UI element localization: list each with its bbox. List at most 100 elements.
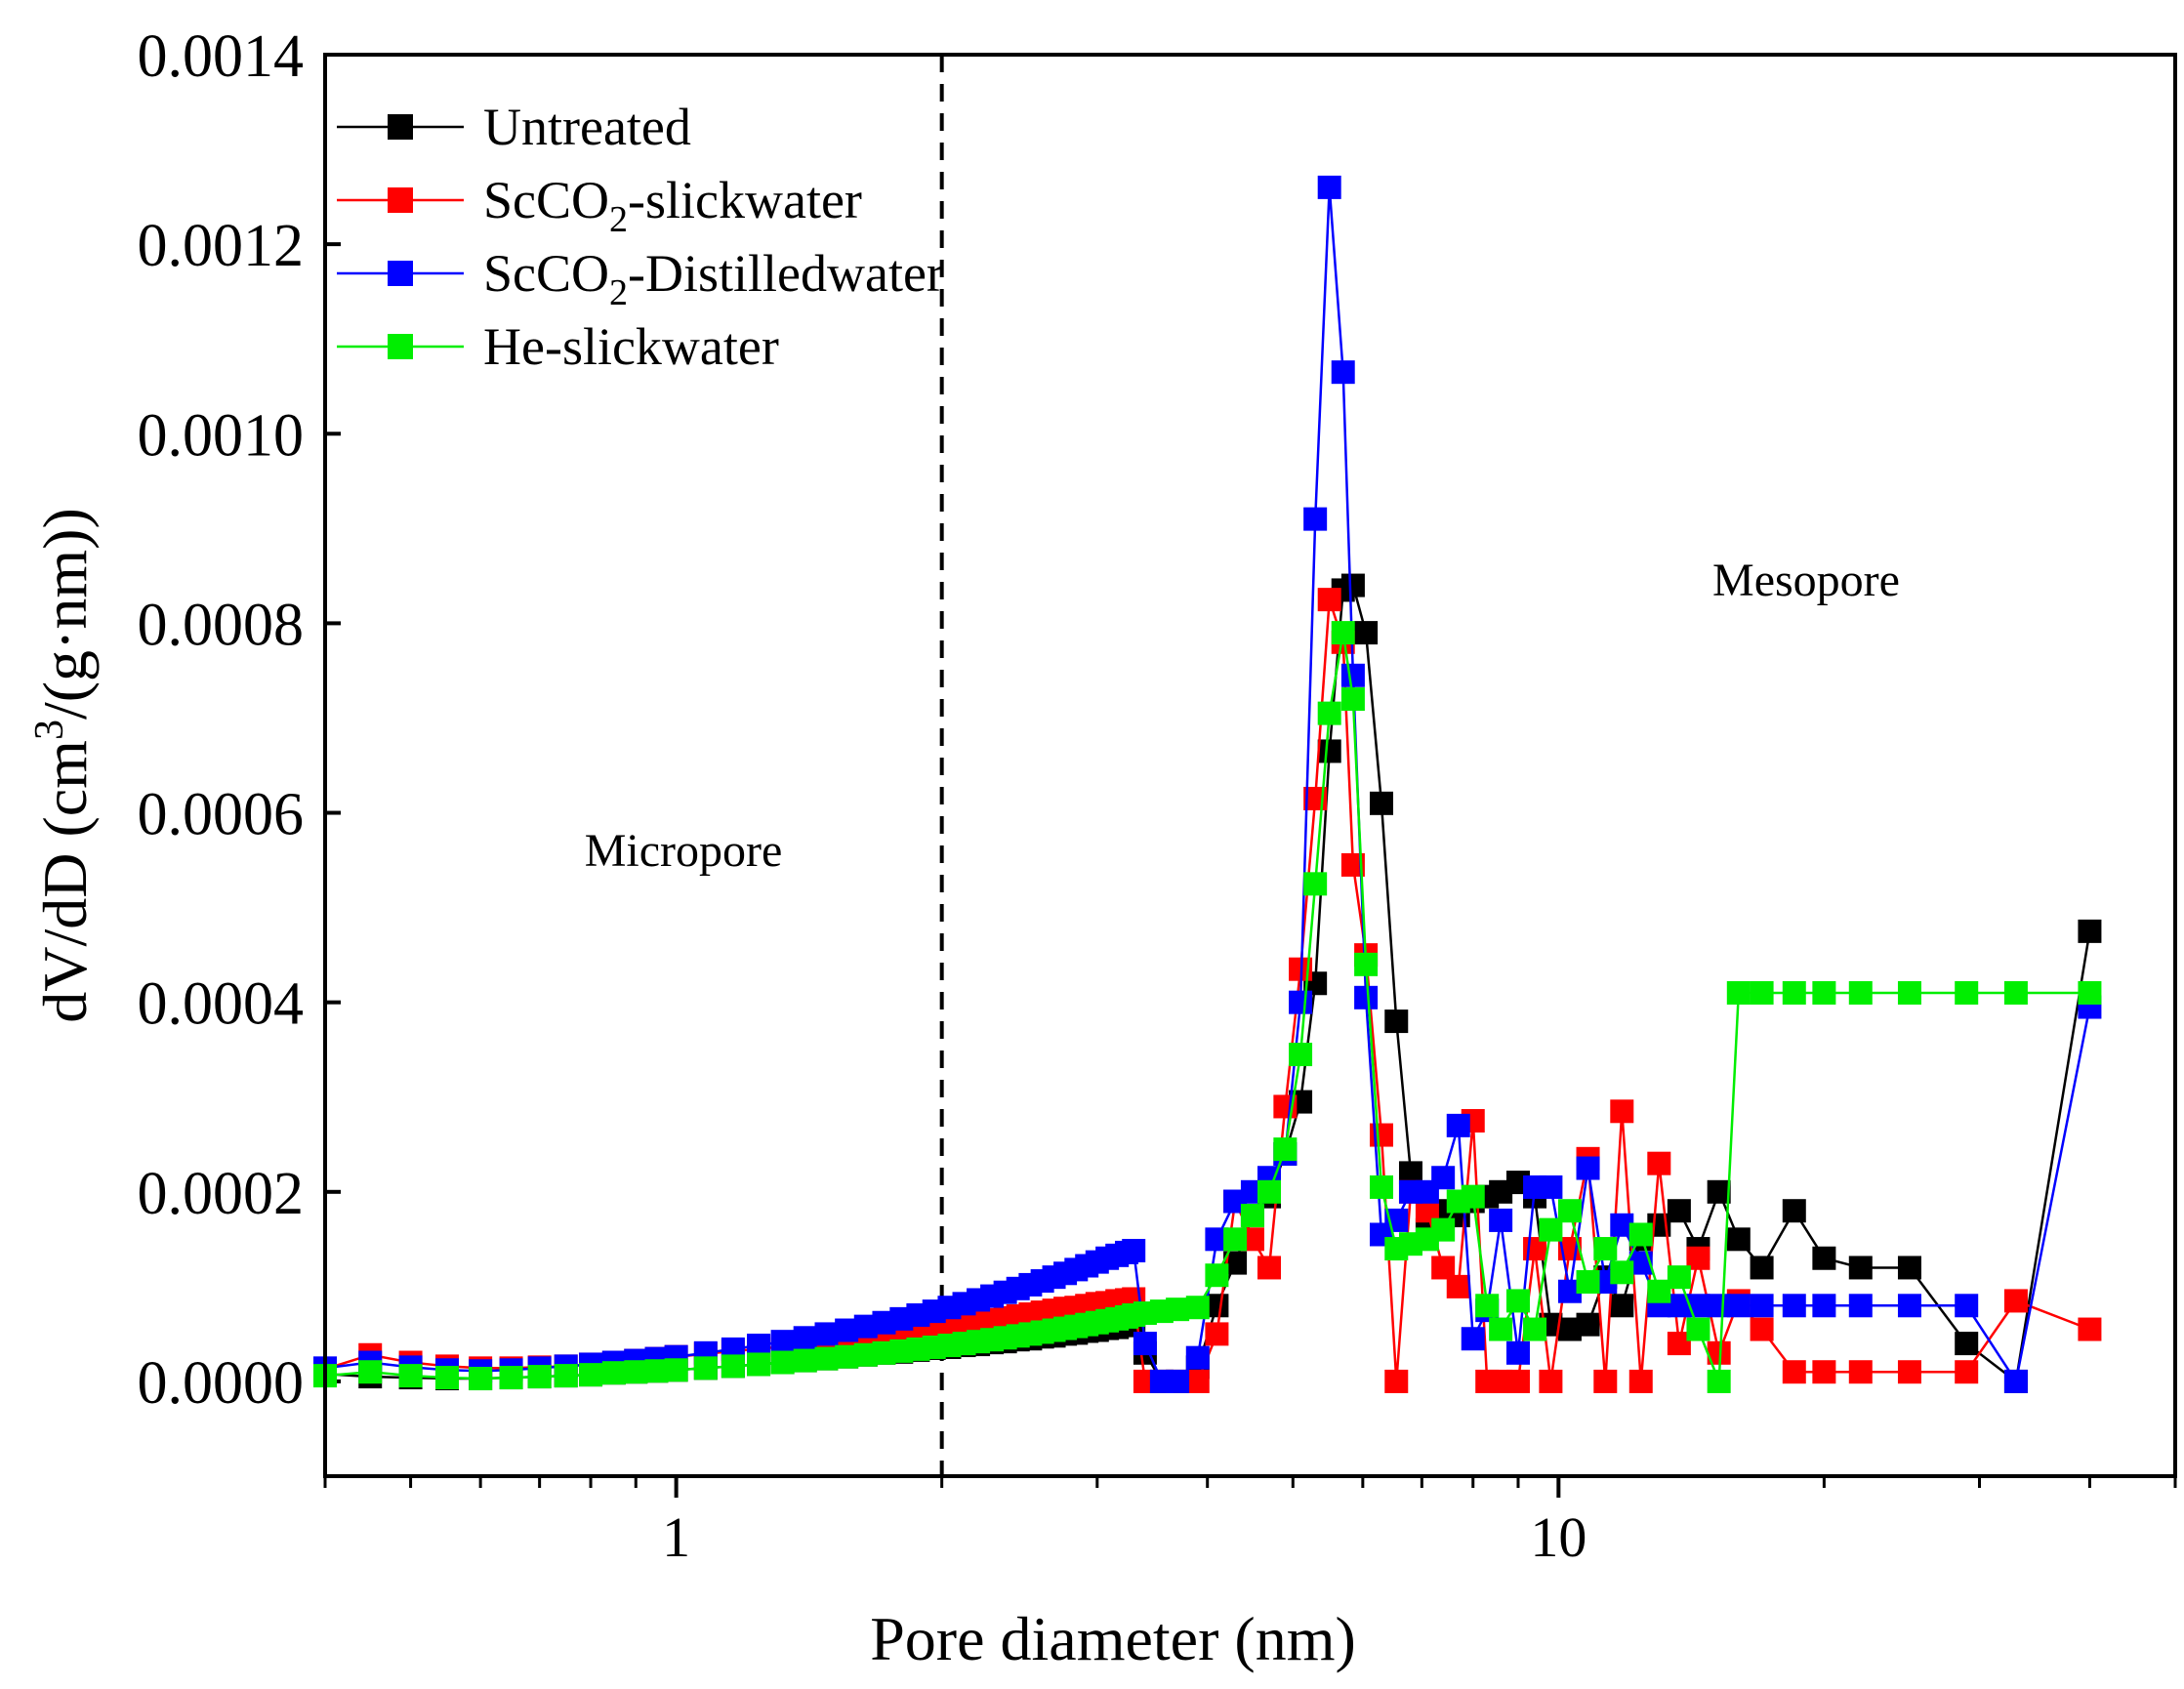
data-point-scco2-slickwater <box>1647 1151 1671 1175</box>
data-point-he-slickwater <box>469 1367 493 1391</box>
data-point-scco2-slickwater <box>1593 1369 1618 1393</box>
data-point-he-slickwater <box>1475 1294 1500 1318</box>
data-point-scco2-distilledwater <box>1133 1332 1157 1356</box>
data-point-scco2-slickwater <box>1185 1369 1210 1393</box>
data-point-he-slickwater <box>1240 1204 1264 1228</box>
data-point-he-slickwater <box>2078 980 2102 1005</box>
data-point-he-slickwater <box>1340 687 1365 712</box>
data-point-scco2-slickwater <box>1446 1274 1470 1298</box>
legend-item-untreated: Untreated <box>337 98 691 156</box>
data-point-he-slickwater <box>1489 1317 1513 1341</box>
data-point-he-slickwater <box>499 1366 523 1390</box>
data-point-untreated <box>1384 1009 1409 1034</box>
y-tick-label: 0.0010 <box>138 402 305 469</box>
data-point-scco2-slickwater <box>1848 1360 1873 1384</box>
data-point-scco2-distilledwater <box>1340 663 1365 687</box>
data-point-scco2-distilledwater <box>2003 1369 2028 1393</box>
data-point-he-slickwater <box>1686 1317 1710 1341</box>
data-point-scco2-distilledwater <box>1750 1294 1774 1318</box>
data-point-scco2-slickwater <box>1505 1369 1530 1393</box>
data-point-scco2-distilledwater <box>814 1322 839 1346</box>
data-point-he-slickwater <box>1647 1279 1671 1303</box>
data-point-untreated <box>1750 1256 1774 1280</box>
data-point-untreated <box>1354 621 1379 645</box>
data-point-he-slickwater <box>1812 980 1836 1005</box>
data-point-he-slickwater <box>601 1361 626 1385</box>
data-point-he-slickwater <box>1223 1227 1248 1252</box>
data-point-he-slickwater <box>1955 980 1979 1005</box>
data-point-he-slickwater <box>814 1346 839 1371</box>
micropore-label: Micropore <box>585 825 783 877</box>
data-point-he-slickwater <box>1257 1179 1282 1204</box>
data-point-untreated <box>1317 739 1341 763</box>
y-tick-label: 0.0008 <box>138 592 305 658</box>
y-tick-label: 0.0000 <box>138 1350 305 1417</box>
data-point-scco2-slickwater <box>1539 1369 1563 1393</box>
data-point-scco2-distilledwater <box>1166 1369 1190 1393</box>
data-point-he-slickwater <box>1205 1263 1229 1288</box>
data-point-he-slickwater <box>2003 980 2028 1005</box>
data-point-he-slickwater <box>1166 1298 1190 1322</box>
y-axis-title-rest: /(g·nm)) <box>30 508 100 720</box>
data-point-untreated <box>1707 1179 1731 1204</box>
data-point-scco2-distilledwater <box>1122 1238 1146 1262</box>
data-point-he-slickwater <box>644 1359 669 1383</box>
data-point-scco2-distilledwater <box>1782 1294 1806 1318</box>
data-point-he-slickwater <box>1317 701 1341 725</box>
data-point-scco2-distilledwater <box>1431 1166 1456 1190</box>
data-point-scco2-slickwater <box>2003 1289 2028 1313</box>
data-point-he-slickwater <box>1431 1217 1456 1242</box>
data-point-he-slickwater <box>770 1350 795 1375</box>
data-point-scco2-slickwater <box>1384 1369 1409 1393</box>
data-point-he-slickwater <box>693 1356 718 1380</box>
data-point-he-slickwater <box>1750 980 1774 1005</box>
data-point-scco2-distilledwater <box>1489 1208 1513 1232</box>
data-point-he-slickwater <box>1848 980 1873 1005</box>
legend-item-scco2-slickwater: ScCO2-slickwater <box>337 171 862 240</box>
data-point-he-slickwater <box>1593 1237 1618 1261</box>
data-point-he-slickwater <box>434 1366 459 1390</box>
data-point-scco2-distilledwater <box>1505 1340 1530 1365</box>
x-tick-label: 1 <box>662 1505 690 1569</box>
legend-label-subscript: 2 <box>609 199 628 240</box>
data-point-he-slickwater <box>1897 980 1921 1005</box>
data-point-he-slickwater <box>398 1364 423 1388</box>
data-point-scco2-distilledwater <box>1354 985 1379 1009</box>
data-point-scco2-slickwater <box>1955 1360 1979 1384</box>
y-tick-label: 0.0006 <box>138 782 305 848</box>
y-axis-title-main: dV/dD (cm <box>30 740 100 1023</box>
legend-marker <box>388 334 413 359</box>
data-point-he-slickwater <box>579 1363 603 1387</box>
data-point-scco2-slickwater <box>1628 1369 1653 1393</box>
data-point-he-slickwater <box>1610 1260 1634 1285</box>
data-point-he-slickwater <box>1782 980 1806 1005</box>
data-point-scco2-distilledwater <box>1955 1294 1979 1318</box>
data-point-scco2-distilledwater <box>1185 1345 1210 1370</box>
data-point-scco2-slickwater <box>1205 1322 1229 1346</box>
data-point-untreated <box>1667 1199 1691 1223</box>
data-point-untreated <box>1782 1199 1806 1223</box>
legend: UntreatedScCO2-slickwaterScCO2-Distilled… <box>337 98 944 376</box>
legend-marker <box>388 261 413 286</box>
data-point-he-slickwater <box>1576 1270 1600 1295</box>
data-point-scco2-distilledwater <box>770 1330 795 1354</box>
data-point-scco2-slickwater <box>1317 588 1341 612</box>
data-point-untreated <box>2078 919 2102 943</box>
y-axis-title: dV/dD (cm3/(g·nm)) <box>27 508 100 1023</box>
data-point-he-slickwater <box>1331 621 1355 645</box>
data-point-he-slickwater <box>793 1348 817 1373</box>
data-point-he-slickwater <box>1667 1265 1691 1290</box>
legend-label: He-slickwater <box>483 317 779 376</box>
legend-label-subscript: 2 <box>609 272 628 313</box>
y-tick-label: 0.0004 <box>138 971 305 1038</box>
data-point-he-slickwater <box>1303 872 1328 896</box>
tick-layer: 0.0000 0.0002 0.0004 0.0006 0.0008 0.0010 0.00… <box>138 23 2177 1569</box>
data-point-he-slickwater <box>1273 1137 1298 1162</box>
y-tick-label: 0.0012 <box>138 213 305 279</box>
legend-label-suffix: -slickwater <box>628 171 862 229</box>
data-point-he-slickwater <box>747 1352 771 1377</box>
data-point-untreated <box>1369 791 1393 815</box>
data-point-scco2-slickwater <box>1782 1360 1806 1384</box>
